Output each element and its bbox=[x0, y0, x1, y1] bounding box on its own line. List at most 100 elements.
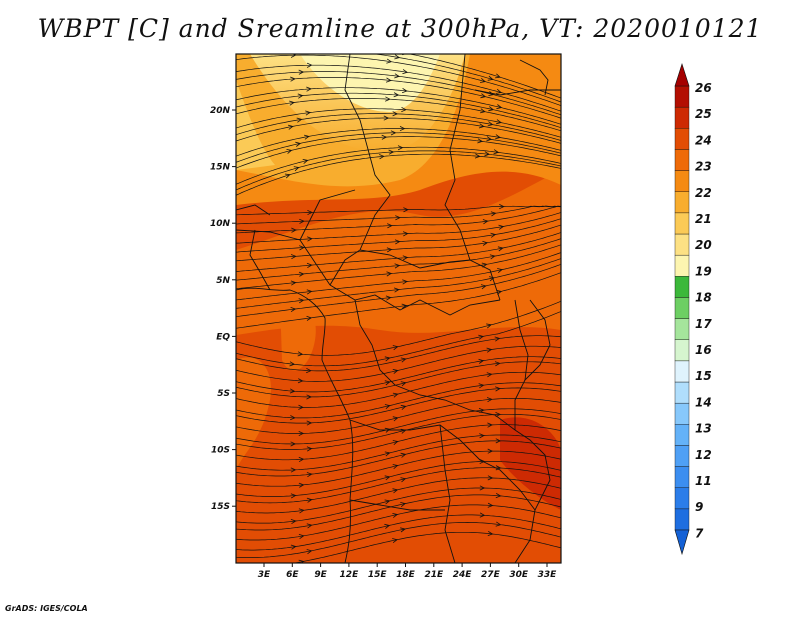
streamline-arrowhead bbox=[290, 493, 297, 499]
streamline-arrowhead bbox=[386, 271, 393, 277]
streamline-arrowhead bbox=[298, 431, 305, 437]
streamlines bbox=[236, 54, 561, 563]
streamline bbox=[236, 244, 561, 290]
streamline bbox=[236, 504, 561, 541]
colorbar-segment bbox=[674, 128, 690, 150]
chart-title: WBPT [C] and Sreamline at 300hPa, VT: 20… bbox=[37, 14, 763, 43]
streamline bbox=[372, 54, 561, 103]
streamline bbox=[236, 434, 561, 471]
streamline-arrowhead bbox=[298, 271, 305, 277]
streamline-arrowhead bbox=[495, 521, 502, 527]
streamline bbox=[236, 54, 561, 107]
lon-tick-label: 15E bbox=[368, 570, 388, 580]
colorbar-segment bbox=[674, 445, 690, 467]
streamline-arrowhead bbox=[383, 115, 390, 121]
colorbar-high-arrow bbox=[674, 63, 690, 87]
streamline-arrowhead bbox=[392, 416, 399, 422]
streamline bbox=[236, 87, 561, 125]
streamline bbox=[236, 146, 561, 185]
streamline bbox=[236, 335, 561, 372]
streamline-arrowhead bbox=[486, 372, 493, 378]
latitude-axis: 20N 15N 10N 5N EQ 5S 10S 15S bbox=[210, 106, 236, 512]
streamline-arrowhead bbox=[400, 357, 407, 363]
colorbar-segment bbox=[674, 508, 690, 531]
streamline-arrowhead bbox=[392, 369, 399, 374]
streamline-arrowhead bbox=[395, 215, 401, 221]
streamline-arrowhead bbox=[381, 134, 388, 140]
longitude-axis: 3E 6E 9E 12E 15E 18E 21E 24E 27E 30E 33E bbox=[258, 563, 557, 580]
streamline-arrowhead bbox=[479, 433, 485, 439]
streamline bbox=[236, 413, 561, 450]
streamline-arrowhead bbox=[495, 386, 501, 392]
streamline-arrowhead bbox=[490, 232, 497, 238]
streamline-arrowhead bbox=[298, 456, 305, 463]
streamline-arrowhead bbox=[384, 427, 391, 433]
streamline-arrowhead bbox=[290, 54, 297, 58]
streamline-arrowhead bbox=[486, 347, 493, 353]
colorbar-segment bbox=[674, 85, 690, 108]
streamline-arrowhead bbox=[402, 255, 409, 261]
streamline-arrowhead bbox=[392, 464, 399, 470]
streamline-arrowhead bbox=[489, 276, 495, 282]
streamline-arrowhead bbox=[496, 119, 502, 125]
lon-tick-label: 21E bbox=[424, 570, 444, 580]
grads-credit: GrADS: IGES/COLA bbox=[5, 604, 88, 613]
lon-tick-label: 24E bbox=[453, 570, 473, 580]
streamline-arrowhead bbox=[393, 287, 400, 293]
streamline-arrowhead bbox=[392, 345, 399, 351]
lon-tick-label: 9E bbox=[314, 570, 327, 580]
streamline bbox=[236, 398, 561, 434]
streamline-arrowhead bbox=[496, 104, 503, 110]
streamline-arrowhead bbox=[489, 254, 496, 260]
streamline-arrowhead bbox=[306, 315, 313, 321]
streamline-arrowhead bbox=[394, 239, 401, 245]
colorbar-segment bbox=[674, 191, 690, 214]
colorbar-segment bbox=[674, 360, 690, 383]
streamline-arrowhead bbox=[482, 240, 489, 246]
streamline-arrowhead bbox=[392, 111, 399, 117]
streamline-arrowhead bbox=[392, 392, 399, 398]
streamline-arrowhead bbox=[400, 502, 407, 508]
streamline bbox=[236, 205, 561, 225]
streamline-arrowhead bbox=[298, 298, 305, 304]
streamline-arrowhead bbox=[400, 527, 406, 533]
colorbar-segment bbox=[674, 170, 690, 192]
colorbar-label: 12 bbox=[695, 448, 712, 462]
streamline-arrowhead bbox=[302, 159, 309, 164]
streamline-arrowhead bbox=[290, 544, 297, 550]
colorbar-segment bbox=[674, 106, 690, 129]
lat-tick-label: EQ bbox=[216, 332, 230, 342]
streamline-arrowhead bbox=[306, 523, 313, 529]
colorbar-segment bbox=[674, 254, 690, 277]
lon-tick-label: 27E bbox=[481, 570, 501, 580]
streamline-arrowhead bbox=[482, 219, 489, 225]
streamline-arrowhead bbox=[290, 415, 296, 421]
streamline-arrowhead bbox=[289, 361, 296, 367]
streamline-arrowhead bbox=[384, 499, 391, 505]
streamline-arrowhead bbox=[480, 93, 487, 99]
streamline-arrowhead bbox=[487, 530, 494, 536]
streamline bbox=[236, 487, 561, 524]
colorbar-label: 19 bbox=[695, 264, 712, 278]
colorbar-segment bbox=[674, 149, 690, 171]
streamline-arrowhead bbox=[306, 367, 312, 374]
streamline-arrowhead bbox=[479, 485, 486, 491]
streamline-arrowhead bbox=[385, 295, 392, 301]
streamline-arrowhead bbox=[400, 381, 407, 387]
streamline-arrowhead bbox=[394, 263, 401, 269]
colorbar-label: 15 bbox=[695, 369, 712, 383]
streamline-arrowhead bbox=[480, 77, 486, 83]
streamline-arrowhead bbox=[497, 246, 504, 252]
lat-tick-label: 15S bbox=[211, 502, 230, 512]
streamline bbox=[236, 153, 561, 196]
colorbar-label: 24 bbox=[695, 133, 712, 147]
streamline bbox=[236, 117, 561, 144]
streamline-arrowhead bbox=[306, 86, 312, 92]
streamline-arrowhead bbox=[495, 493, 502, 499]
colorbar-segment bbox=[674, 297, 690, 319]
streamline-arrowhead bbox=[487, 502, 494, 508]
colorbar-label: 18 bbox=[695, 291, 712, 305]
streamline-arrowhead bbox=[286, 149, 293, 154]
streamline-arrowhead bbox=[306, 549, 313, 555]
streamline-arrowhead bbox=[399, 126, 406, 132]
